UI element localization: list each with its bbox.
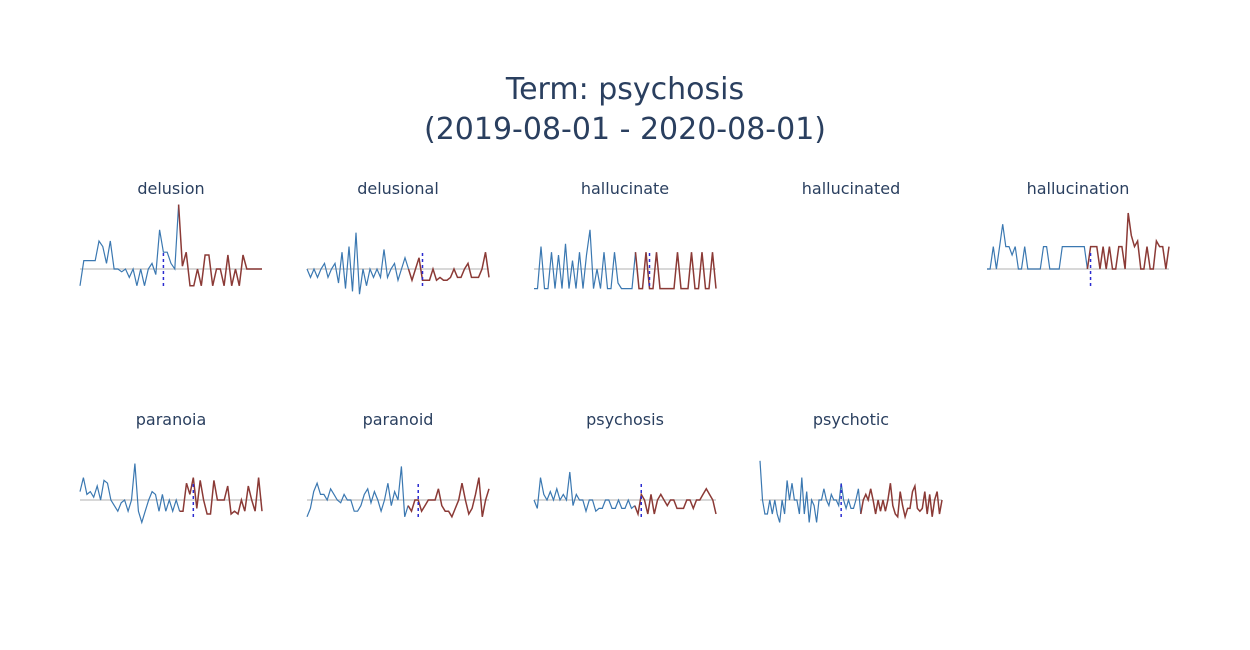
subplot-title: psychosis [586,410,664,429]
subplot-paranoid: paranoid [304,410,492,560]
subplot-title: delusional [357,179,439,198]
after-series-line [407,252,490,283]
subplot-chart [757,209,945,329]
subplot-title: hallucinate [580,179,670,198]
subplot-hallucination: hallucination [984,179,1172,329]
subplot-chart [306,466,490,519]
subplot-title: hallucination [1026,179,1130,198]
subplot-chart [534,229,717,290]
subplot-psychotic: psychotic [757,410,945,560]
subplot-chart [759,460,943,523]
before-series-line [759,460,862,523]
subplot-hallucinate: hallucinate [531,179,719,329]
before-series-line [79,463,181,525]
after-series-line [177,204,262,287]
figure-subtitle: (2019-08-01 - 2020-08-01) [424,112,826,147]
subplot-title: hallucinated [801,179,901,198]
after-series-line [634,487,717,517]
subplot-chart [987,212,1170,287]
subplot-chart [79,463,263,525]
subplot-chart [306,232,490,295]
after-series-line [860,483,943,520]
subplot-paranoia: paranoia [77,410,265,560]
before-series-line [533,471,636,514]
after-series-line [634,252,717,290]
before-series-line [987,224,1088,270]
subplot-chart [79,204,262,287]
subplot-title: paranoia [135,410,207,429]
subplot-hallucinated: hallucinated [757,179,945,329]
subplot-title: paranoid [362,410,434,429]
after-series-line [1086,212,1170,270]
subplot-title: delusion [137,179,205,198]
subplot-title: psychotic [812,410,890,429]
after-series-line [407,477,490,519]
before-series-line [534,229,637,290]
after-series-line [179,477,263,516]
figure-title: Term: psychosis [505,72,745,107]
subplot-chart [533,471,717,518]
subplot-delusional: delusional [304,179,492,329]
subplot-delusion: delusion [77,179,265,329]
before-series-line [79,204,180,286]
before-series-line [306,466,409,518]
subplot-psychosis: psychosis [531,410,719,560]
before-series-line [306,232,410,295]
